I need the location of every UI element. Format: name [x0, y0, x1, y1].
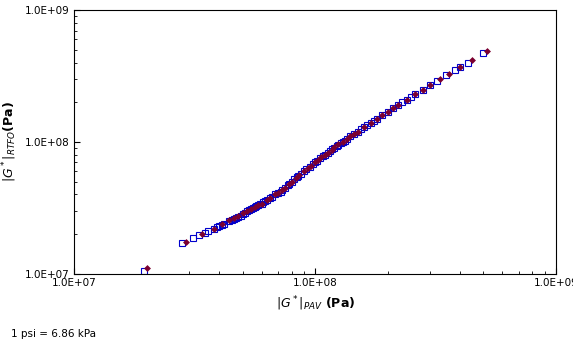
- X-axis label: $|G^*|_{PAV}$ (Pa): $|G^*|_{PAV}$ (Pa): [276, 294, 355, 313]
- Y-axis label: $|G^*|_{RTFO}$(Pa): $|G^*|_{RTFO}$(Pa): [1, 102, 19, 182]
- Text: 1 psi = 6.86 kPa: 1 psi = 6.86 kPa: [11, 329, 96, 339]
